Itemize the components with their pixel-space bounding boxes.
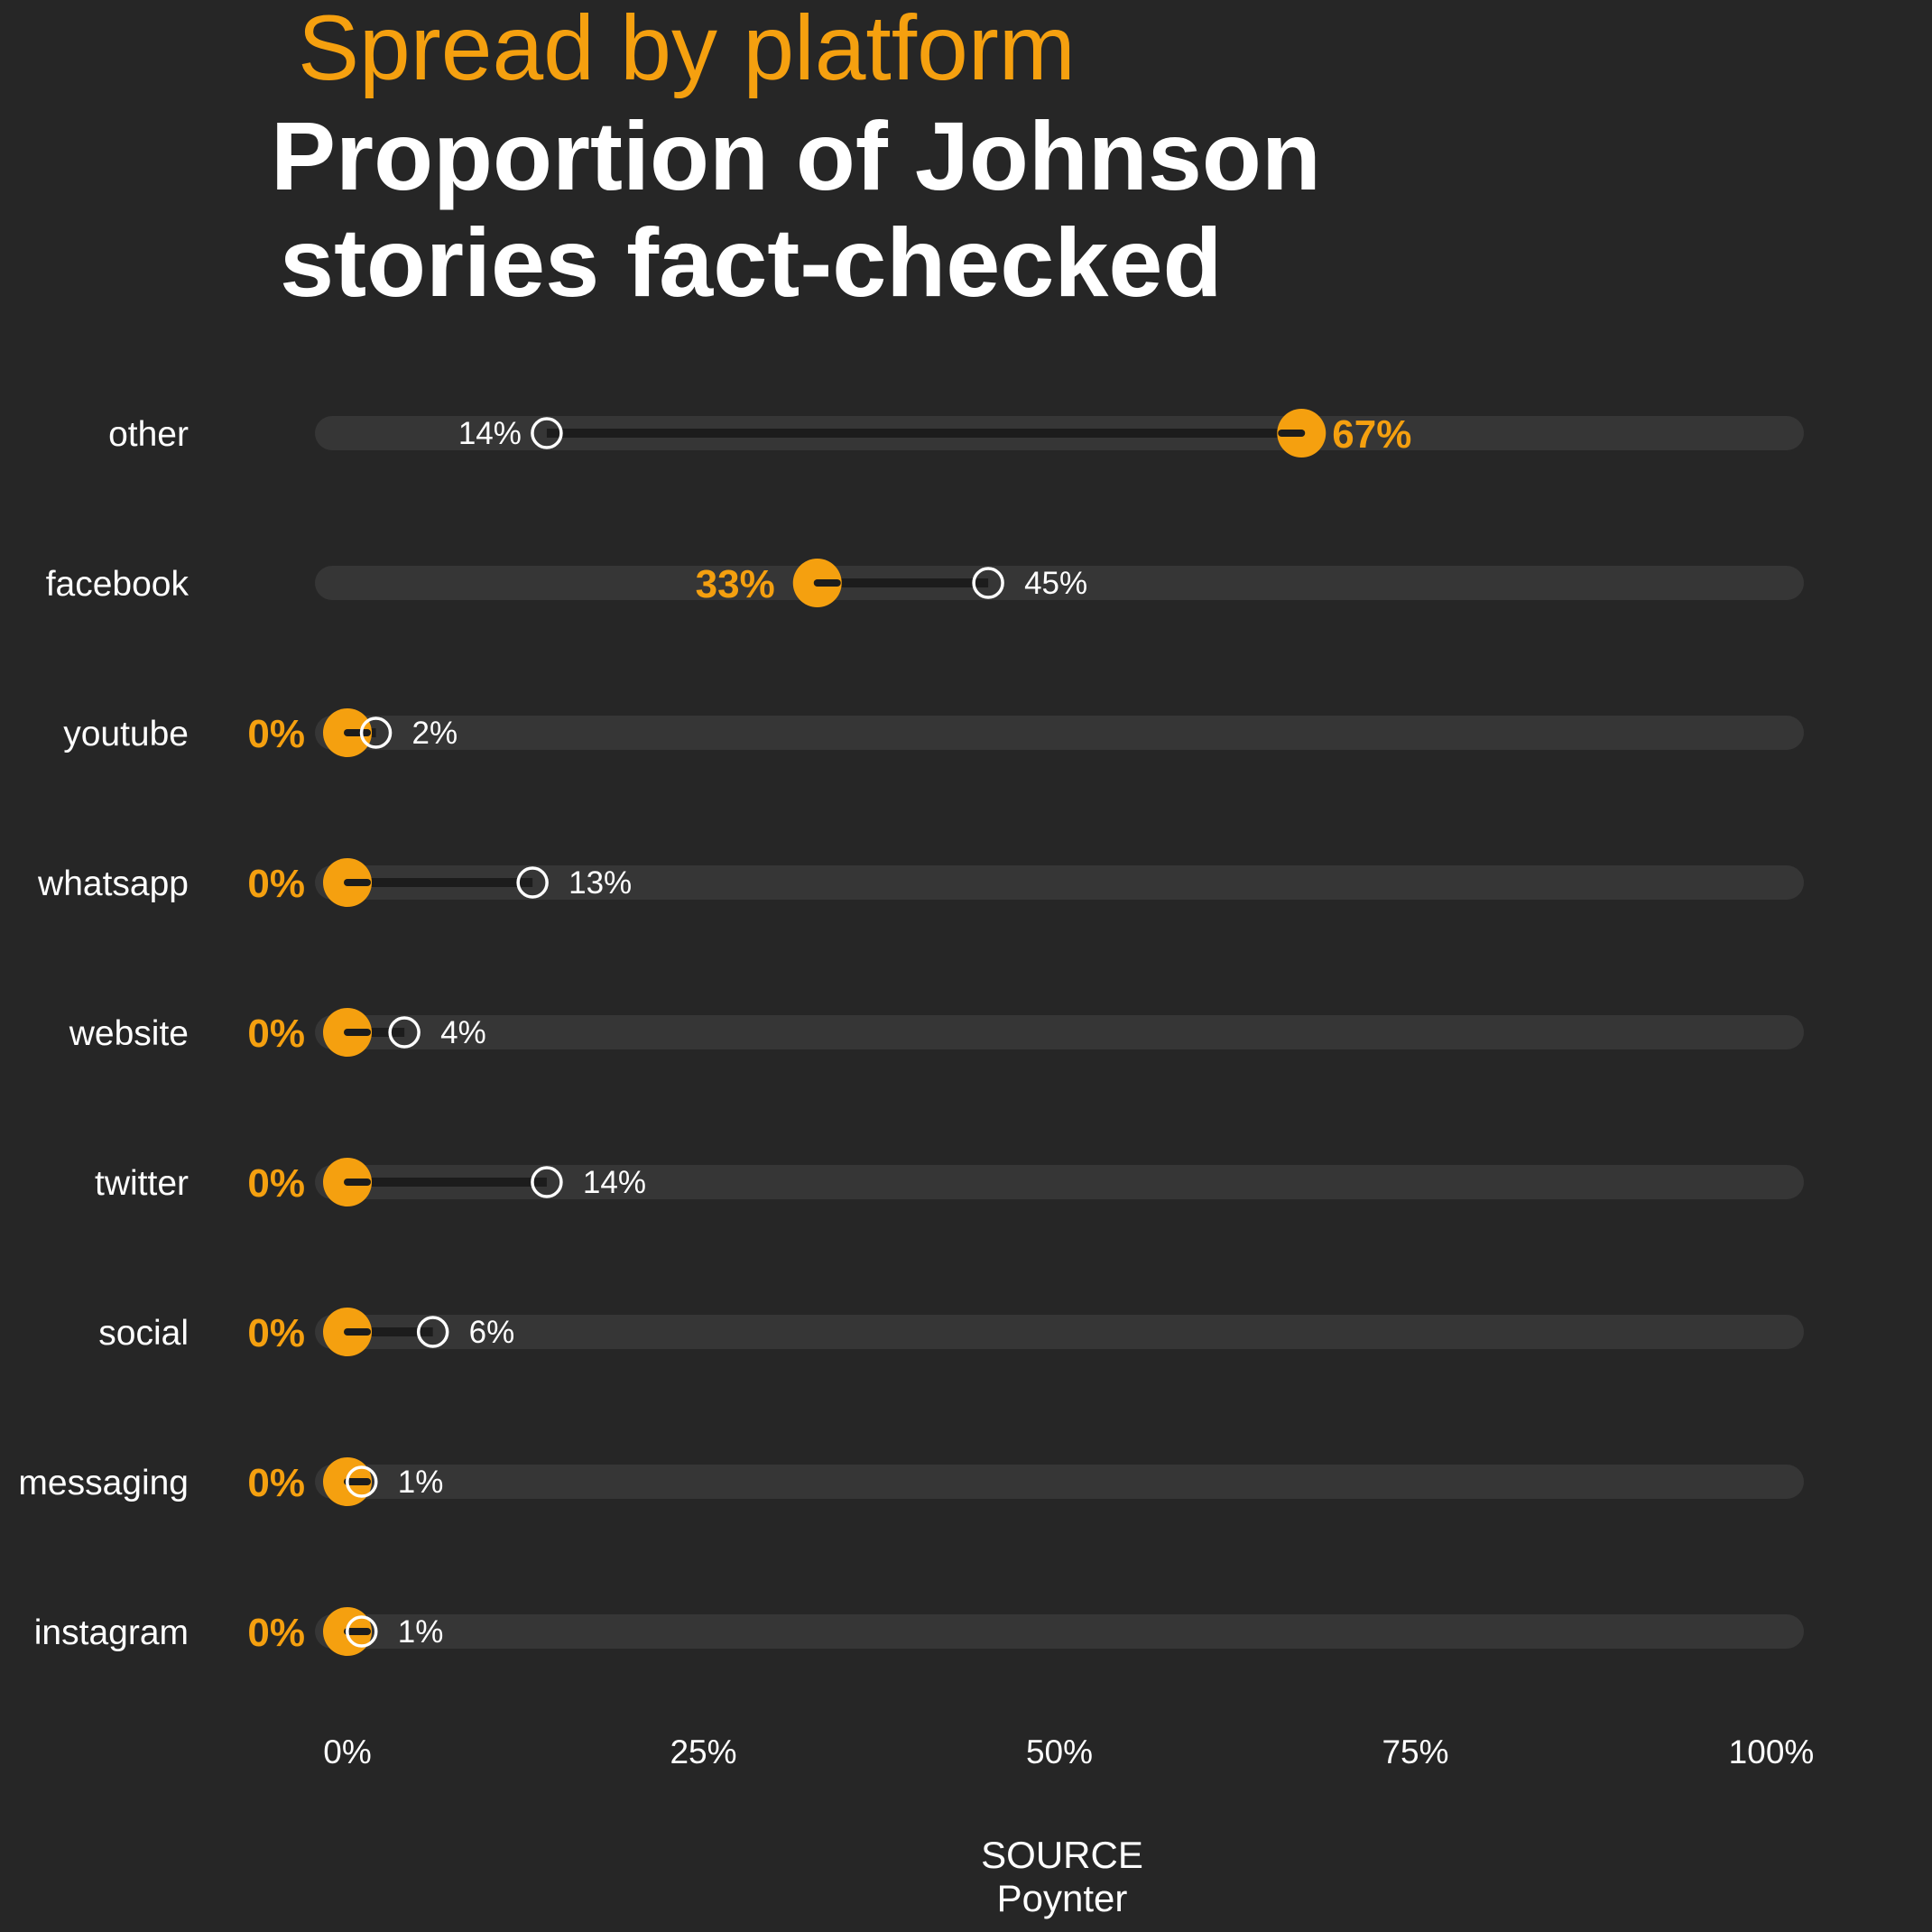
- chart-title-line: Proportion of Johnson: [271, 101, 1321, 210]
- chart-row-facebook: facebook 33% 45%: [46, 559, 1087, 607]
- x-tick-label: 100%: [1729, 1733, 1815, 1770]
- x-tick-label: 25%: [670, 1733, 736, 1770]
- open-value-label: 4%: [440, 1015, 486, 1050]
- category-label: instagram: [34, 1613, 189, 1652]
- filled-value-label: 0%: [247, 1012, 305, 1056]
- open-marker: [416, 1316, 449, 1348]
- open-value-label: 1%: [398, 1614, 444, 1650]
- open-marker: [531, 417, 563, 449]
- filled-value-label: 0%: [247, 712, 305, 756]
- open-value-label: 45%: [1024, 566, 1087, 601]
- source-name: Poynter: [997, 1877, 1128, 1919]
- open-marker: [388, 1016, 421, 1049]
- open-value-label: 2%: [412, 716, 458, 751]
- category-label: messaging: [18, 1464, 189, 1502]
- open-value-label: 1%: [398, 1465, 444, 1500]
- open-marker: [346, 1465, 378, 1498]
- category-label: social: [98, 1314, 189, 1353]
- x-tick-label: 50%: [1026, 1733, 1093, 1770]
- source-label: SOURCE: [981, 1834, 1143, 1876]
- chart-row-whatsapp: whatsapp 0% 13%: [37, 858, 632, 907]
- row-tracks: [315, 416, 1804, 1649]
- chart-row-instagram: instagram 0% 1%: [34, 1607, 444, 1656]
- x-tick-label: 0%: [323, 1733, 371, 1770]
- category-label: twitter: [95, 1164, 189, 1203]
- open-marker: [516, 866, 549, 899]
- category-label: whatsapp: [37, 864, 189, 903]
- open-marker: [531, 1166, 563, 1198]
- chart-title-line: stories fact-checked: [280, 208, 1222, 317]
- filled-value-label: 0%: [247, 1311, 305, 1355]
- filled-value-label: 0%: [247, 1161, 305, 1206]
- open-value-label: 14%: [458, 416, 522, 451]
- filled-value-label: 67%: [1332, 412, 1411, 457]
- x-tick-label: 75%: [1382, 1733, 1448, 1770]
- chart-row-messaging: messaging 0% 1%: [18, 1457, 443, 1506]
- filled-value-label: 0%: [247, 1611, 305, 1655]
- chart-row-other: other 14% 67%: [108, 409, 1411, 458]
- filled-value-label: 0%: [247, 1461, 305, 1505]
- chart-row-youtube: youtube 0% 2%: [63, 708, 458, 757]
- open-value-label: 6%: [469, 1315, 515, 1350]
- open-marker: [359, 716, 393, 749]
- open-marker: [972, 567, 1004, 599]
- category-label: other: [108, 415, 189, 454]
- chart-row-website: website 0% 4%: [69, 1008, 486, 1057]
- x-axis: 0% 25% 50% 75% 100%: [323, 1733, 1814, 1770]
- category-label: website: [69, 1014, 189, 1053]
- open-value-label: 13%: [569, 865, 632, 901]
- filled-value-label: 0%: [247, 862, 305, 906]
- chart-subtitle: Spread by platform: [298, 0, 1076, 99]
- category-label: youtube: [63, 715, 189, 753]
- open-marker: [346, 1615, 378, 1648]
- filled-value-label: 33%: [696, 562, 775, 606]
- chart-row-social: social 0% 6%: [98, 1308, 514, 1356]
- chart-row-twitter: twitter 0% 14%: [95, 1158, 646, 1206]
- chart-rows: other 14% 67% facebook 33% 45% youtube 0% 2% what…: [18, 409, 1411, 1656]
- open-value-label: 14%: [583, 1165, 646, 1200]
- category-label: facebook: [46, 565, 190, 604]
